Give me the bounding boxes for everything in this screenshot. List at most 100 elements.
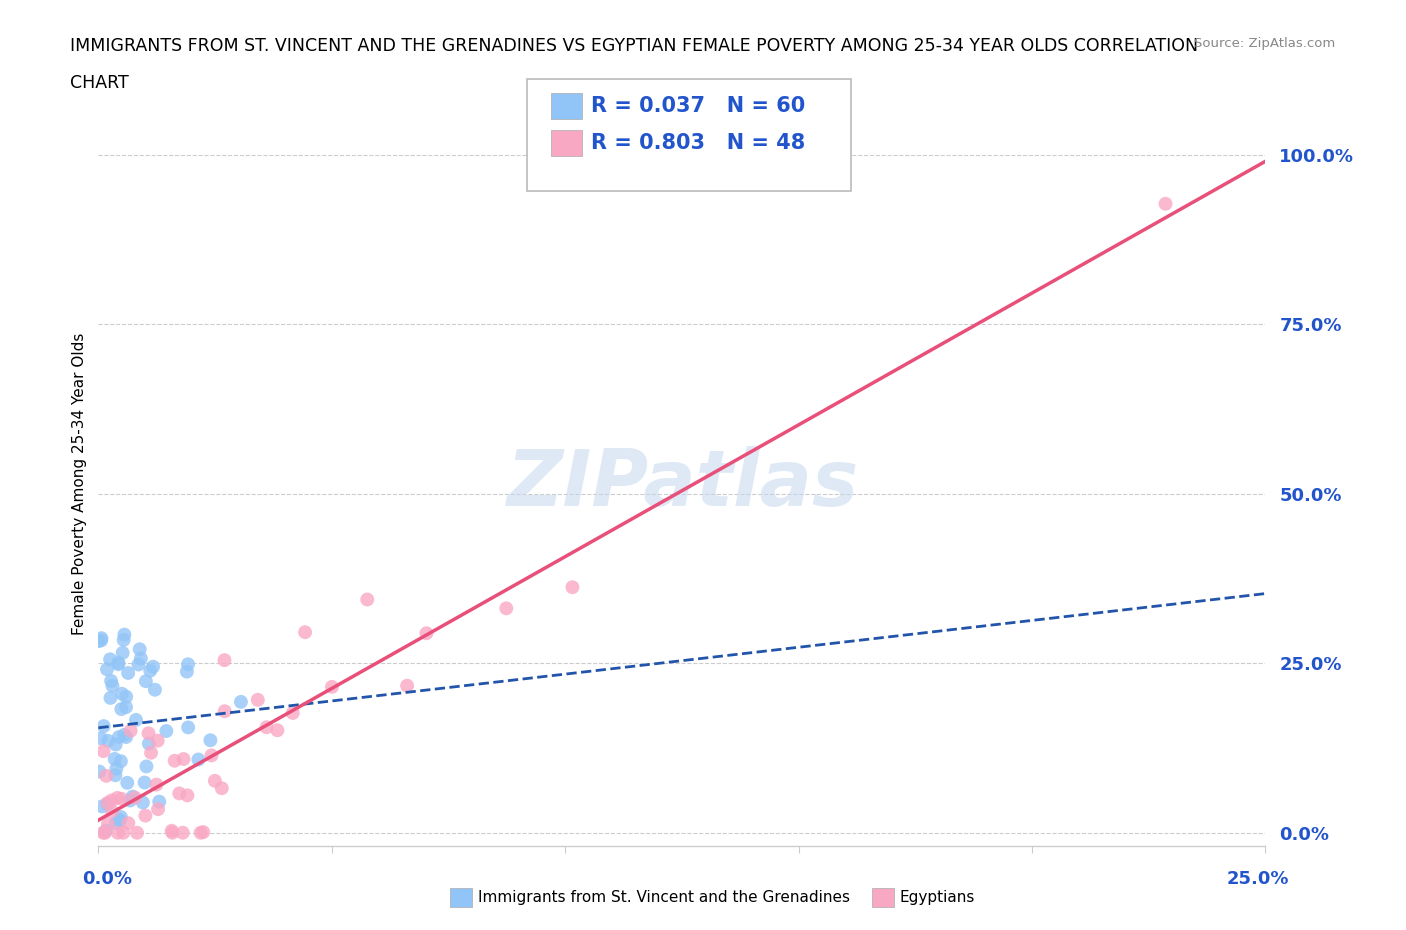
Text: CHART: CHART xyxy=(70,74,129,92)
Point xyxy=(90,631,112,645)
Point xyxy=(172,825,194,840)
Point xyxy=(112,825,135,840)
Point xyxy=(121,790,143,804)
Point xyxy=(112,727,135,742)
Point xyxy=(117,666,139,681)
Point xyxy=(294,625,316,640)
Point xyxy=(146,802,169,817)
Point xyxy=(143,683,166,698)
Point xyxy=(107,825,129,840)
Point xyxy=(111,791,134,806)
Point xyxy=(229,695,252,710)
Text: R = 0.803   N = 48: R = 0.803 N = 48 xyxy=(591,133,804,153)
Point xyxy=(124,790,146,805)
Point xyxy=(100,793,122,808)
Point xyxy=(169,786,191,801)
Point xyxy=(146,733,169,748)
Point xyxy=(96,795,118,810)
Point xyxy=(111,645,134,660)
Point xyxy=(94,825,117,840)
Point xyxy=(129,651,152,666)
Point xyxy=(108,813,131,828)
Point xyxy=(145,777,167,792)
Point xyxy=(132,795,155,810)
Point xyxy=(138,725,160,740)
Text: Egyptians: Egyptians xyxy=(900,890,976,905)
Point xyxy=(110,754,132,769)
Point xyxy=(256,720,278,735)
Point xyxy=(134,775,156,790)
Point xyxy=(91,825,114,840)
Point xyxy=(214,653,236,668)
Y-axis label: Female Poverty Among 25-34 Year Olds: Female Poverty Among 25-34 Year Olds xyxy=(72,332,87,635)
Text: IMMIGRANTS FROM ST. VINCENT AND THE GRENADINES VS EGYPTIAN FEMALE POVERTY AMONG : IMMIGRANTS FROM ST. VINCENT AND THE GREN… xyxy=(70,37,1198,55)
Point xyxy=(90,731,112,746)
Point xyxy=(110,810,132,825)
Point xyxy=(321,680,343,695)
Point xyxy=(1154,196,1177,211)
Point xyxy=(148,794,170,809)
Point xyxy=(112,632,135,647)
Point xyxy=(89,764,111,779)
Point xyxy=(495,601,517,616)
Point xyxy=(117,816,139,830)
Point xyxy=(155,724,177,738)
Point xyxy=(93,744,115,759)
Point xyxy=(415,626,437,641)
Point xyxy=(90,633,112,648)
Point xyxy=(160,823,183,838)
Point xyxy=(87,633,110,648)
Point xyxy=(104,751,127,766)
Point xyxy=(128,642,150,657)
Point xyxy=(100,690,122,705)
Point xyxy=(127,658,149,672)
Point xyxy=(96,768,118,783)
Point xyxy=(101,804,124,818)
Point xyxy=(281,706,304,721)
Point xyxy=(163,753,186,768)
Point xyxy=(110,701,132,716)
Point xyxy=(246,692,269,707)
Point xyxy=(108,813,131,828)
Point xyxy=(100,673,122,688)
Point xyxy=(96,797,118,812)
Point xyxy=(187,752,209,767)
Point xyxy=(173,751,195,766)
Point xyxy=(115,699,138,714)
Point xyxy=(105,762,128,777)
Point xyxy=(200,748,222,763)
Point xyxy=(115,689,138,704)
Point xyxy=(190,825,212,840)
Text: Immigrants from St. Vincent and the Grenadines: Immigrants from St. Vincent and the Gren… xyxy=(478,890,851,905)
Point xyxy=(111,686,134,701)
Point xyxy=(93,719,115,734)
Point xyxy=(214,704,236,719)
Point xyxy=(266,723,288,737)
Point xyxy=(176,788,198,803)
Point xyxy=(176,664,198,679)
Text: Source: ZipAtlas.com: Source: ZipAtlas.com xyxy=(1195,37,1336,50)
Point xyxy=(97,734,120,749)
Point xyxy=(162,825,184,840)
Point xyxy=(138,737,160,751)
Point xyxy=(139,745,162,760)
Point xyxy=(115,730,138,745)
Point xyxy=(356,592,378,607)
Point xyxy=(211,781,233,796)
Point xyxy=(105,790,128,805)
Point xyxy=(200,733,222,748)
Text: 25.0%: 25.0% xyxy=(1227,870,1289,888)
Point xyxy=(107,657,129,671)
Point xyxy=(134,808,156,823)
Text: R = 0.037   N = 60: R = 0.037 N = 60 xyxy=(591,96,804,116)
Text: 0.0%: 0.0% xyxy=(82,870,132,888)
Point xyxy=(91,799,114,814)
Point xyxy=(135,673,157,688)
Point xyxy=(112,627,135,642)
Point xyxy=(125,712,148,727)
Point xyxy=(94,823,117,838)
Point xyxy=(120,793,142,808)
Point xyxy=(125,825,148,840)
Point xyxy=(396,678,419,693)
Text: ZIPatlas: ZIPatlas xyxy=(506,445,858,522)
